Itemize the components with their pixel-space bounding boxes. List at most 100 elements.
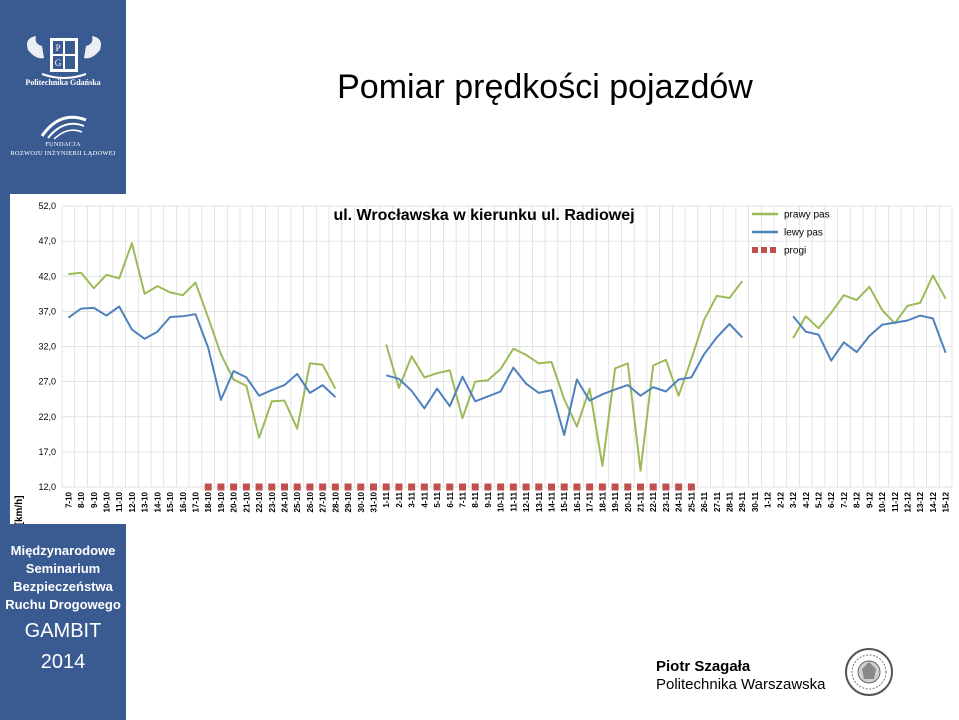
x-tick-label: 16-11 <box>573 491 582 512</box>
x-tick-label: 28-11 <box>726 491 735 512</box>
x-tick-label: 22-10 <box>255 491 264 512</box>
seminar-line-2: Seminarium <box>25 561 101 576</box>
x-tick-label: 29-10 <box>344 491 353 512</box>
frid-logo <box>40 115 87 140</box>
threshold-marker <box>649 483 657 491</box>
series-line-right-lane <box>385 280 743 472</box>
x-tick-label: 1-12 <box>764 491 773 508</box>
x-tick-label: 13-10 <box>141 491 150 512</box>
seminar-line-1: Międzynarodowe <box>10 543 116 558</box>
gambit-label: GAMBIT <box>24 620 102 642</box>
x-tick-label: 20-11 <box>624 491 633 512</box>
x-tick-label: 30-11 <box>751 491 760 512</box>
x-tick-label: 2-11 <box>395 491 404 507</box>
politechnika-warszawska-seal <box>845 648 893 696</box>
threshold-marker <box>357 483 365 491</box>
chart-left-border <box>0 194 10 524</box>
series-line-left-lane <box>385 323 743 436</box>
x-tick-label: 12-11 <box>522 491 531 512</box>
threshold-marker <box>255 483 263 491</box>
seminar-name: Międzynarodowe Seminarium Bezpieczeństwa… <box>0 542 126 614</box>
legend-label: lewy pas <box>784 228 823 239</box>
x-tick-label: 23-11 <box>662 491 671 512</box>
threshold-marker <box>586 483 594 491</box>
threshold-marker <box>433 483 441 491</box>
legend-swatch-progi <box>770 247 776 253</box>
x-tick-label: 23-10 <box>268 491 277 512</box>
threshold-marker <box>687 483 695 491</box>
threshold-marker <box>560 483 568 491</box>
x-tick-label: 21-10 <box>242 491 251 512</box>
x-tick-label: 7-12 <box>840 491 849 508</box>
gambit-year: 2014 <box>40 651 86 673</box>
x-tick-label: 7-10 <box>64 491 73 508</box>
svg-text:G: G <box>55 58 62 68</box>
threshold-marker <box>281 483 288 491</box>
x-tick-label: 18-10 <box>204 491 213 512</box>
x-tick-label: 25-11 <box>687 491 696 512</box>
x-tick-label: 14-12 <box>929 491 938 512</box>
pg-logo-caption: Politechnika Gdańska <box>25 78 101 87</box>
chart-title: ul. Wrocławska w kierunku ul. Radiowej <box>333 207 634 224</box>
threshold-marker <box>637 483 644 491</box>
chart-legend: prawy pas lewy pas progi <box>752 210 830 257</box>
threshold-marker <box>230 483 238 491</box>
x-tick-label: 11-12 <box>891 491 900 512</box>
x-tick-label: 28-10 <box>331 491 340 512</box>
x-tick-label: 30-10 <box>357 491 366 512</box>
legend-label: progi <box>784 246 806 257</box>
threshold-marker <box>395 483 403 491</box>
threshold-marker <box>675 483 683 491</box>
author-block: Piotr Szagała Politechnika Warszawska <box>656 658 826 694</box>
frid-caption-line2: ROZWOJU INŻYNIERII LĄDOWEJ <box>10 150 116 157</box>
x-tick-label: 27-11 <box>713 491 722 512</box>
x-tick-label: 29-11 <box>738 491 747 512</box>
x-tick-label: 19-11 <box>611 491 620 512</box>
x-tick-label: 1-11 <box>382 491 391 507</box>
x-tick-label: 11-11 <box>509 491 518 511</box>
y-axis-label-rest: w dobie [km/h] <box>14 495 25 524</box>
x-tick-label: 12-10 <box>128 491 137 512</box>
x-tick-label: 22-11 <box>649 491 658 512</box>
x-tick-label: 13-12 <box>916 491 925 512</box>
threshold-marker <box>471 483 479 491</box>
y-tick-label: 52,0 <box>38 201 56 211</box>
threshold-marker <box>344 483 352 491</box>
y-tick-label: 12,0 <box>38 482 56 492</box>
x-tick-label: 26-10 <box>306 491 315 512</box>
page-title: Pomiar prędkości pojazdów <box>337 68 753 106</box>
threshold-marker <box>319 483 327 491</box>
author-affiliation: Politechnika Warszawska <box>656 676 826 693</box>
x-tick-label: 3-11 <box>408 491 417 507</box>
seminar-line-4: Ruchu Drogowego <box>5 597 121 612</box>
x-tick-label: 8-10 <box>77 491 86 508</box>
threshold-marker <box>370 483 377 491</box>
series-line-right-lane <box>68 242 337 439</box>
x-tick-label: 3-12 <box>789 491 798 508</box>
threshold-marker <box>306 483 314 491</box>
speed-chart: 12,0 17,0 22,0 27,0 32,0 37,0 42,0 47,0 52,0 7-1… <box>0 194 959 524</box>
x-tick-label: 19-10 <box>217 491 226 512</box>
frid-caption-line1: FUNDACJA <box>45 141 81 148</box>
x-tick-label: 17-11 <box>586 491 595 512</box>
x-tick-label: 9-10 <box>90 491 99 508</box>
legend-swatch-progi <box>752 247 758 253</box>
threshold-marker <box>611 483 619 491</box>
x-tick-label: 4-12 <box>802 491 811 508</box>
x-tick-label: 8-12 <box>853 491 862 508</box>
threshold-marker <box>446 483 454 491</box>
x-tick-label: 8-11 <box>471 491 480 507</box>
threshold-marker <box>293 483 301 491</box>
threshold-marker <box>624 483 632 491</box>
x-tick-label: 6-11 <box>446 491 455 507</box>
x-tick-label: 25-10 <box>293 491 302 512</box>
threshold-marker <box>382 483 390 491</box>
x-tick-label: 15-11 <box>560 491 569 512</box>
threshold-marker <box>662 483 670 491</box>
threshold-marker <box>217 483 225 491</box>
threshold-marker <box>204 483 212 491</box>
x-tick-label: 27-10 <box>319 491 328 512</box>
legend-swatch-progi <box>761 247 767 253</box>
y-tick-label: 22,0 <box>38 412 56 422</box>
x-tick-label: 15-10 <box>166 491 175 512</box>
